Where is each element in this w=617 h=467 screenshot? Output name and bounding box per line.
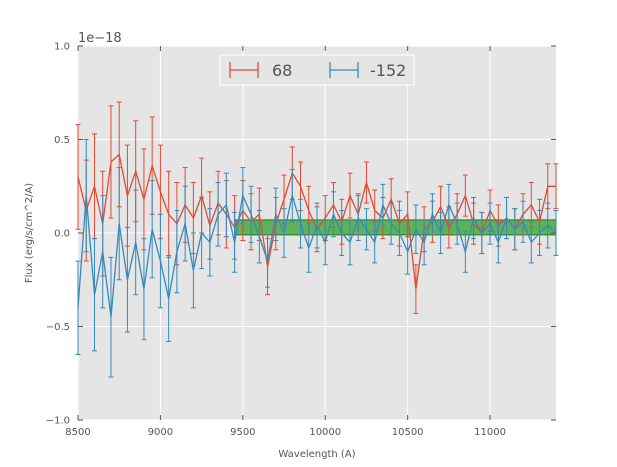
- legend-label-neg152: -152: [370, 61, 406, 80]
- y-tick-label: −0.5: [46, 322, 70, 333]
- y-tick-label: 1.0: [54, 42, 70, 53]
- x-axis-label: Wavelength (A): [278, 449, 355, 460]
- legend-label-68: 68: [272, 61, 292, 80]
- y-tick-label: 0.0: [54, 229, 70, 240]
- x-tick-label: 9500: [230, 427, 255, 438]
- y-axis-label: Flux (erg/s/cm^2/A): [24, 183, 35, 283]
- legend: 68 -152: [219, 54, 415, 86]
- x-tick-label: 10000: [309, 427, 341, 438]
- x-tick-label: 8500: [65, 427, 90, 438]
- y-tick-label: 0.5: [54, 135, 70, 146]
- series-line: [77, 193, 557, 318]
- y-offset-label: 1e−18: [78, 31, 122, 46]
- x-tick-label: 10500: [392, 427, 424, 438]
- legend-marker-neg152: [329, 62, 359, 78]
- x-tick-label: 11000: [474, 427, 506, 438]
- series-layer: [75, 101, 559, 378]
- y-tick-label: −1.0: [46, 416, 70, 427]
- x-tick-label: 9000: [148, 427, 173, 438]
- legend-marker-68: [229, 62, 259, 78]
- tick-layer: 8500 9000 9500 10000 10500 11000 −1.0 −0.5 0.0 0.…: [46, 42, 556, 438]
- series-neg152: [75, 139, 559, 378]
